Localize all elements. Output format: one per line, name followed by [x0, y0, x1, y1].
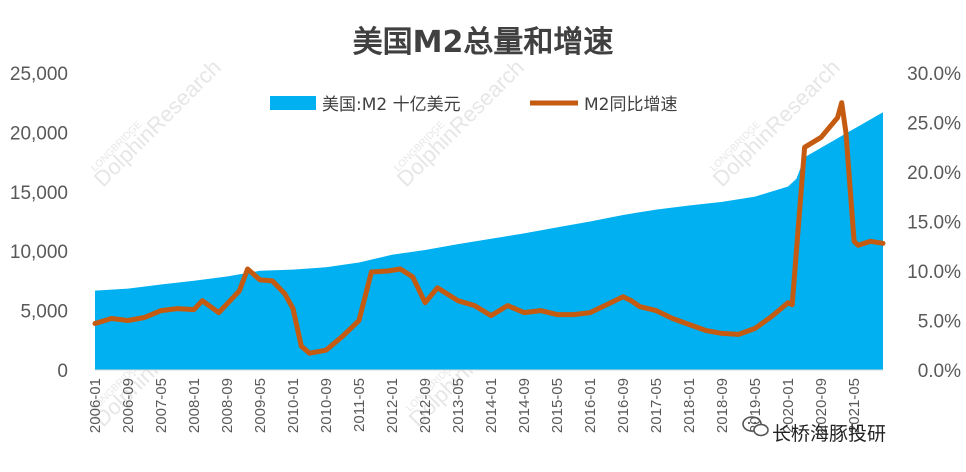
watermark-brand-large: DolphinResearch — [89, 55, 226, 192]
wechat-account-name: 长桥海豚投研 — [772, 423, 886, 445]
x-axis-tick-label: 2020-09 — [813, 378, 830, 433]
left-axis-tick-label: 15,000 — [10, 183, 68, 204]
legend: 美国:M2 十亿美元 M2同比增速 — [270, 95, 677, 115]
right-axis: 0.0% 5.0% 10.0% 15.0% 20.0% 25.0% 30.0% — [907, 64, 961, 382]
left-axis-tick-label: 10,000 — [10, 242, 68, 263]
x-axis-tick-label: 2017-05 — [648, 378, 665, 433]
x-axis-tick-label: 2008-09 — [219, 378, 236, 433]
x-axis-tick-label: 2009-05 — [252, 378, 269, 433]
x-axis-tick-label: 2015-05 — [549, 378, 566, 433]
right-axis-tick-label: 10.0% — [907, 262, 961, 283]
left-axis-tick-label: 0 — [57, 361, 68, 382]
chart-title: 美国M2总量和增速 — [353, 25, 614, 60]
x-axis-tick-label: 2012-09 — [417, 378, 434, 433]
line-layer — [92, 100, 886, 356]
x-axis-tick-label: 2016-09 — [615, 378, 632, 433]
legend-label-line: M2同比增速 — [584, 95, 677, 115]
left-axis-tick-label: 5,000 — [20, 302, 68, 323]
x-axis-tick-label: 2007-05 — [153, 378, 170, 433]
x-axis: 2006-01 2006-09 2007-05 2008-01 2008-09 2009-… — [87, 369, 883, 433]
x-axis-tick-label: 2008-01 — [186, 378, 203, 433]
legend-label-area: 美国:M2 十亿美元 — [322, 95, 461, 115]
x-axis-tick-label: 2012-01 — [384, 378, 401, 433]
x-axis-tick-label: 2011-05 — [351, 378, 368, 432]
right-axis-tick-label: 5.0% — [918, 312, 961, 333]
x-axis-tick-label: 2018-01 — [681, 378, 698, 433]
x-axis-tick-label: 2014-09 — [516, 378, 533, 433]
wechat-icon — [742, 416, 769, 437]
right-axis-tick-label: 20.0% — [907, 163, 961, 184]
left-axis: 0 5,000 10,000 15,000 20,000 25,000 — [10, 64, 68, 382]
x-axis-tick-label: 2019-05 — [747, 378, 764, 433]
x-axis-tick-label: 2010-09 — [318, 378, 335, 433]
right-axis-tick-label: 30.0% — [907, 64, 961, 85]
x-axis-tick-label: 2013-05 — [450, 378, 467, 433]
x-axis-tick-label: 2016-01 — [582, 378, 599, 433]
series-line-m2-yoy — [92, 100, 886, 356]
x-axis-tick-label: 2014-01 — [483, 378, 500, 433]
x-axis-tick-label: 2020-01 — [780, 378, 797, 433]
left-axis-tick-label: 25,000 — [10, 64, 68, 85]
watermark-brand-large: DolphinResearch — [392, 55, 529, 192]
x-axis-tick-label: 2006-09 — [120, 378, 137, 433]
wechat-credit: 长桥海豚投研 — [742, 416, 886, 445]
x-axis-tick-label: 2006-01 — [87, 378, 104, 433]
legend-swatch-area — [270, 96, 316, 110]
right-axis-tick-label: 0.0% — [918, 361, 961, 382]
right-axis-tick-label: 15.0% — [907, 213, 961, 234]
x-axis-tick-label: 2018-09 — [714, 378, 731, 433]
x-axis-tick-label: 2021-05 — [846, 378, 863, 433]
right-axis-tick-label: 25.0% — [907, 114, 961, 135]
left-axis-tick-label: 20,000 — [10, 123, 68, 144]
x-axis-tick-label: 2010-01 — [285, 378, 302, 433]
